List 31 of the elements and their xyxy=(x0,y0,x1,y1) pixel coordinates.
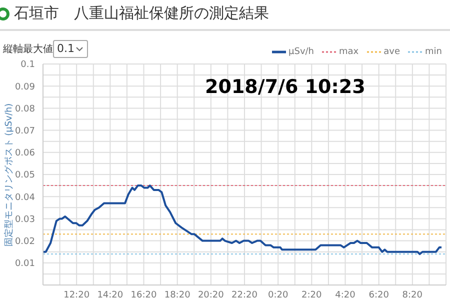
chart-title: 石垣市 八重山福祉保健所の測定結果 xyxy=(14,4,269,23)
y-axis-title: 固定型モニタリングポスト (μSv/h) xyxy=(3,103,16,247)
x-tick-label: 6:20 xyxy=(368,290,390,300)
x-tick-label: 22:20 xyxy=(232,290,258,300)
y-tick-label: 0.03 xyxy=(14,214,35,225)
y-tick-label: 0.04 xyxy=(14,192,36,203)
y-tick-label: 0.05 xyxy=(14,170,35,181)
x-tick-label: 14:20 xyxy=(97,290,124,300)
annotation: 2018/7/6 10:23 xyxy=(205,76,366,98)
x-tick-label: 8:20 xyxy=(402,290,423,300)
text: 縦軸最大値 xyxy=(3,42,53,56)
y-tick-label: 0.08 xyxy=(14,104,36,114)
y-tick-label: 0.01 xyxy=(14,259,35,270)
y-tick-label: 0.09 xyxy=(14,82,36,92)
x-tick-label: 18:20 xyxy=(164,290,191,300)
legend-label: ave xyxy=(384,47,400,57)
x-tick-label: 2:20 xyxy=(302,290,322,300)
x-tick-label: 4:20 xyxy=(335,290,356,300)
y-tick-label: 0.1 xyxy=(20,60,35,70)
x-tick-label: 0:20 xyxy=(268,290,288,300)
line-series xyxy=(43,184,443,256)
x-tick-label: 20:20 xyxy=(198,290,224,300)
dropdown-field: 0.1 xyxy=(53,40,88,58)
y-tick-label: 0.02 xyxy=(14,236,35,247)
y-tick-label: 0.07 xyxy=(14,126,35,136)
legend-label: μSv/h xyxy=(288,47,314,57)
x-tick-label: 12:20 xyxy=(64,290,90,300)
x-tick-label: 16:20 xyxy=(130,290,157,300)
legend-label: max xyxy=(339,47,359,57)
y-tick-label: 0.06 xyxy=(14,148,36,159)
legend-label: min xyxy=(425,47,442,57)
